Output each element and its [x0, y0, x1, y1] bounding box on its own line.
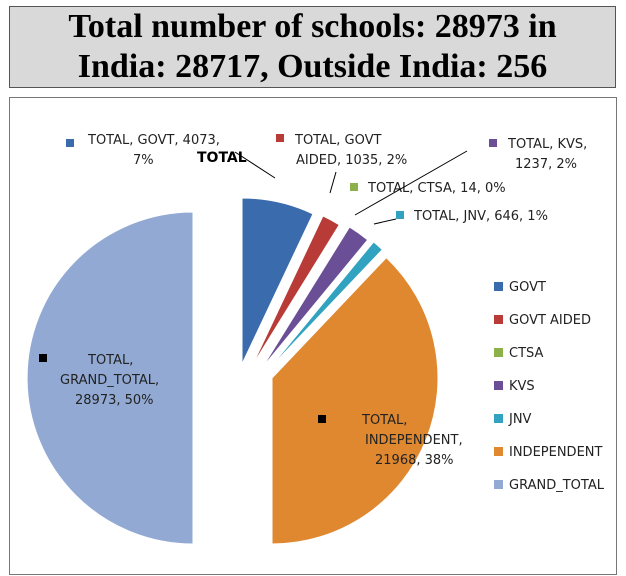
data-label-text: AIDED, 1035, 2%: [296, 153, 407, 168]
legend-item-govt-aided: GOVT AIDED: [494, 313, 591, 328]
data-label-text: INDEPENDENT,: [365, 433, 463, 448]
legend-label: GRAND_TOTAL: [509, 478, 605, 493]
data-label-text: TOTAL, CTSA, 14, 0%: [367, 181, 506, 196]
data-label-independent: TOTAL, INDEPENDENT, 21968, 38%: [318, 413, 463, 468]
header-line-1: Total number of schools: 28973 in: [68, 8, 557, 45]
chart-header-box: Total number of schools: 28973 in India:…: [9, 6, 616, 88]
data-label-marker: [276, 134, 284, 142]
pie-slice-jnv: [267, 241, 384, 371]
legend: GOVT GOVT AIDED CTSA KVS JNV INDEPENDENT GRAND…: [494, 280, 605, 493]
data-label-text: GRAND_TOTAL,: [60, 373, 159, 388]
data-label-marker: [318, 415, 326, 423]
data-label-govt: TOTAL, GOVT, 4073, 7%: [66, 133, 276, 179]
data-label-text: TOTAL,: [87, 353, 133, 368]
legend-item-jnv: JNV: [494, 412, 532, 427]
data-label-text: TOTAL, KVS,: [507, 137, 587, 152]
legend-swatch: [494, 315, 503, 324]
legend-label: KVS: [509, 379, 535, 394]
data-label-marker: [396, 211, 404, 219]
data-label-text: TOTAL, GOVT: [294, 133, 381, 148]
leader-line: [354, 150, 468, 216]
legend-label: GOVT: [509, 280, 546, 295]
legend-item-ctsa: CTSA: [494, 346, 544, 361]
data-label-ctsa: TOTAL, CTSA, 14, 0%: [350, 181, 506, 196]
data-label-text: TOTAL, GOVT, 4073,: [87, 133, 220, 148]
leader-line: [329, 171, 337, 194]
header-line-2: India: 28717, Outside India: 256: [77, 48, 548, 85]
legend-label: INDEPENDENT: [509, 445, 603, 460]
chart-title: TOTAL: [197, 150, 247, 166]
data-label-kvs: TOTAL, KVS, 1237, 2%: [354, 137, 587, 216]
pie-slice-grand-total: [26, 211, 194, 545]
data-label-text: TOTAL,: [361, 413, 407, 428]
legend-swatch: [494, 282, 503, 291]
pie-slice-kvs: [261, 226, 369, 369]
data-label-marker: [39, 354, 47, 362]
legend-swatch: [494, 480, 503, 489]
pie-slice-govt-aided: [251, 215, 341, 367]
legend-label: JNV: [508, 412, 532, 427]
data-label-marker: [350, 183, 358, 191]
data-label-marker: [489, 139, 497, 147]
leader-line: [373, 218, 397, 225]
legend-swatch: [494, 414, 503, 423]
legend-item-grand-total: GRAND_TOTAL: [494, 478, 605, 493]
legend-item-independent: INDEPENDENT: [494, 445, 603, 460]
legend-swatch: [494, 348, 503, 357]
data-label-text: 1237, 2%: [515, 157, 577, 172]
pie-slice-govt: [241, 197, 314, 365]
leader-line: [234, 151, 276, 179]
legend-item-govt: GOVT: [494, 280, 546, 295]
legend-swatch: [494, 381, 503, 390]
pie-slice-independent: [271, 256, 439, 545]
legend-label: CTSA: [509, 346, 544, 361]
data-label-grand-total: TOTAL, GRAND_TOTAL, 28973, 50%: [39, 353, 159, 408]
data-label-text: 28973, 50%: [75, 393, 154, 408]
legend-swatch: [494, 447, 503, 456]
data-label-text: 7%: [133, 153, 154, 168]
legend-label: GOVT AIDED: [509, 313, 591, 328]
data-label-jnv: TOTAL, JNV, 646, 1%: [373, 209, 548, 225]
data-label-text: TOTAL, JNV, 646, 1%: [413, 209, 548, 224]
data-label-marker: [66, 139, 74, 147]
data-label-text: 21968, 38%: [375, 453, 454, 468]
legend-item-kvs: KVS: [494, 379, 535, 394]
data-label-govt-aided: TOTAL, GOVT AIDED, 1035, 2%: [276, 133, 407, 194]
